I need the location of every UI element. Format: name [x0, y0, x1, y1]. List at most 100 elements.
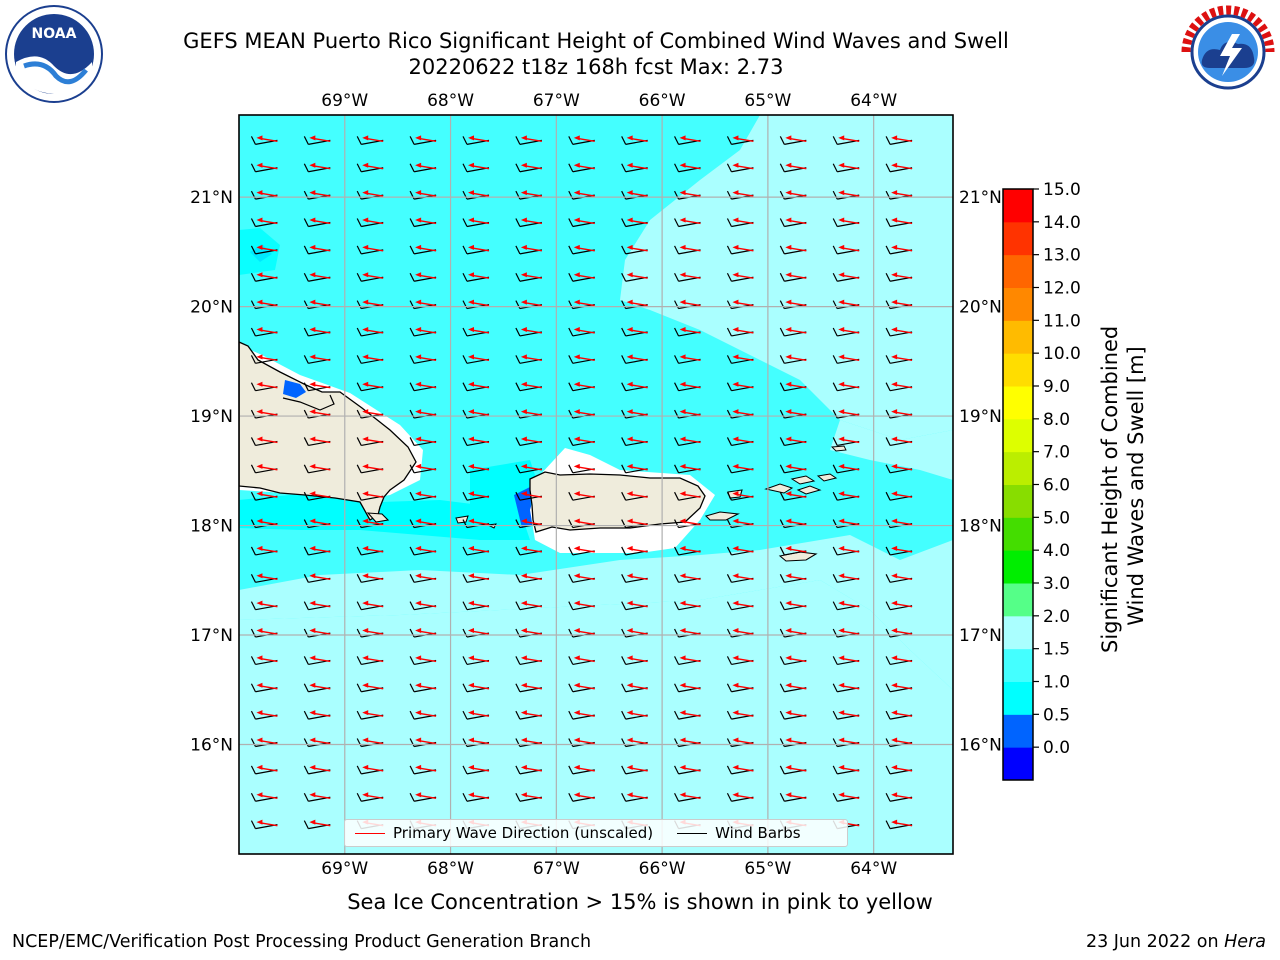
- vector-marker: [726, 463, 754, 474]
- colorbar-bin: [1003, 681, 1033, 715]
- wave-arrow-head: [626, 737, 633, 743]
- wave-arrow-head: [679, 326, 686, 332]
- colorbar-tick-label: 11.0: [1043, 311, 1081, 331]
- wind-barb-flag: [303, 272, 309, 282]
- wave-arrow-head: [573, 491, 580, 497]
- wind-barb-flag: [832, 136, 838, 145]
- wind-barb-flag: [409, 382, 415, 391]
- wave-arrow-head: [362, 600, 369, 606]
- wave-arrow-head: [362, 682, 369, 688]
- wind-barb-flag: [462, 272, 468, 282]
- wave-arrow-head: [309, 244, 316, 250]
- wind-barb-flag: [356, 464, 362, 474]
- lat-label-right: 16°N: [959, 736, 1002, 756]
- wave-arrow-head: [785, 518, 792, 524]
- wind-barb-flag: [303, 491, 309, 501]
- vector-marker: [726, 655, 754, 665]
- wave-arrow-head: [785, 792, 792, 798]
- wind-barb-flag: [356, 437, 362, 446]
- lon-label-top: 64°W: [850, 91, 897, 111]
- wave-arrow-head: [626, 600, 633, 606]
- vector-marker: [832, 436, 860, 447]
- lat-label-left: 20°N: [190, 298, 233, 318]
- wind-barb-flag: [515, 546, 521, 556]
- vector-marker: [621, 354, 648, 364]
- wave-arrow-head: [415, 409, 422, 415]
- wind-barb-flag: [515, 190, 521, 200]
- vector-marker: [674, 436, 701, 447]
- wave-arrow-head: [679, 244, 686, 250]
- colorbar-bin: [1003, 747, 1033, 781]
- wind-barb-flag: [303, 190, 309, 200]
- wave-arrow-head: [732, 135, 739, 141]
- vector-marker: [409, 162, 437, 173]
- colorbar-tick-label: 15.0: [1043, 180, 1081, 200]
- wave-arrow-head: [891, 491, 898, 497]
- wave-arrow-head: [256, 545, 263, 551]
- map-legend: Primary Wave Direction (unscaled) Wind B…: [344, 819, 848, 847]
- wave-arrow-head: [838, 436, 845, 442]
- wave-arrow-head: [468, 381, 474, 387]
- vector-marker: [726, 792, 754, 802]
- vector-marker: [779, 272, 807, 282]
- wind-barb-flag: [409, 190, 415, 200]
- wave-arrow-head: [362, 299, 369, 305]
- wave-arrow-head: [256, 737, 263, 743]
- lat-label-right: 19°N: [959, 407, 1002, 427]
- colorbar-label: Significant Height of Combined Wind Wave…: [1098, 319, 1148, 653]
- vector-marker: [674, 354, 701, 364]
- colorbar-tick-label: 3.0: [1043, 574, 1070, 594]
- wave-arrow-head: [362, 244, 369, 250]
- wave-arrow-head: [679, 737, 686, 743]
- wind-barb-flag: [250, 163, 256, 173]
- wave-arrow-head: [785, 491, 792, 497]
- vector-marker: [832, 545, 860, 556]
- wave-arrow-head: [415, 682, 422, 688]
- wind-barb-flag: [568, 546, 574, 556]
- vector-marker: [621, 628, 648, 638]
- wave-arrow-head: [679, 518, 686, 524]
- wave-arrow-head: [891, 190, 898, 196]
- wind-barb-flag: [250, 382, 256, 391]
- wind-barb-flag: [885, 820, 891, 829]
- wave-arrow-head: [415, 162, 422, 168]
- vector-marker: [726, 381, 754, 392]
- wave-arrow-head: [838, 655, 845, 661]
- wind-barb-flag: [409, 272, 415, 282]
- vector-marker: [356, 491, 384, 501]
- wave-arrow-head: [891, 354, 898, 360]
- wave-arrow-head: [256, 436, 263, 442]
- wind-barb-flag: [779, 163, 785, 173]
- wind-barb-flag: [250, 464, 256, 474]
- wave-arrow-head: [309, 190, 316, 196]
- wave-arrow-head: [520, 381, 527, 387]
- vector-marker: [832, 655, 860, 665]
- colorbar-tick-label: 12.0: [1043, 279, 1081, 299]
- vector-marker: [409, 491, 437, 501]
- vector-marker: [674, 326, 701, 337]
- wind-barb-flag: [462, 245, 468, 255]
- wave-arrow-head: [309, 217, 316, 223]
- wind-barb-flag: [409, 601, 415, 610]
- vector-marker: [726, 682, 754, 693]
- wind-barb-flag: [674, 519, 680, 528]
- vector-marker: [409, 655, 437, 665]
- vector-marker: [250, 792, 278, 802]
- wind-barb-flag: [250, 519, 256, 528]
- wind-barb-flag: [832, 710, 838, 720]
- wind-barb-flag: [356, 245, 362, 255]
- wind-barb-flag: [356, 710, 362, 720]
- wave-arrow-head: [468, 491, 474, 497]
- anegada-island: [830, 445, 847, 452]
- vector-marker: [356, 682, 384, 693]
- colorbar-bin: [1003, 287, 1033, 321]
- vector-marker: [568, 463, 595, 474]
- wave-arrow-head: [468, 354, 474, 360]
- wave-arrow-head: [309, 272, 316, 278]
- wave-arrow-head: [573, 326, 580, 332]
- vector-marker: [621, 600, 648, 611]
- wave-arrow-head: [891, 518, 898, 524]
- wind-barb-flag: [726, 136, 732, 145]
- vector-marker: [462, 764, 490, 775]
- wind-barb-flag: [303, 546, 309, 556]
